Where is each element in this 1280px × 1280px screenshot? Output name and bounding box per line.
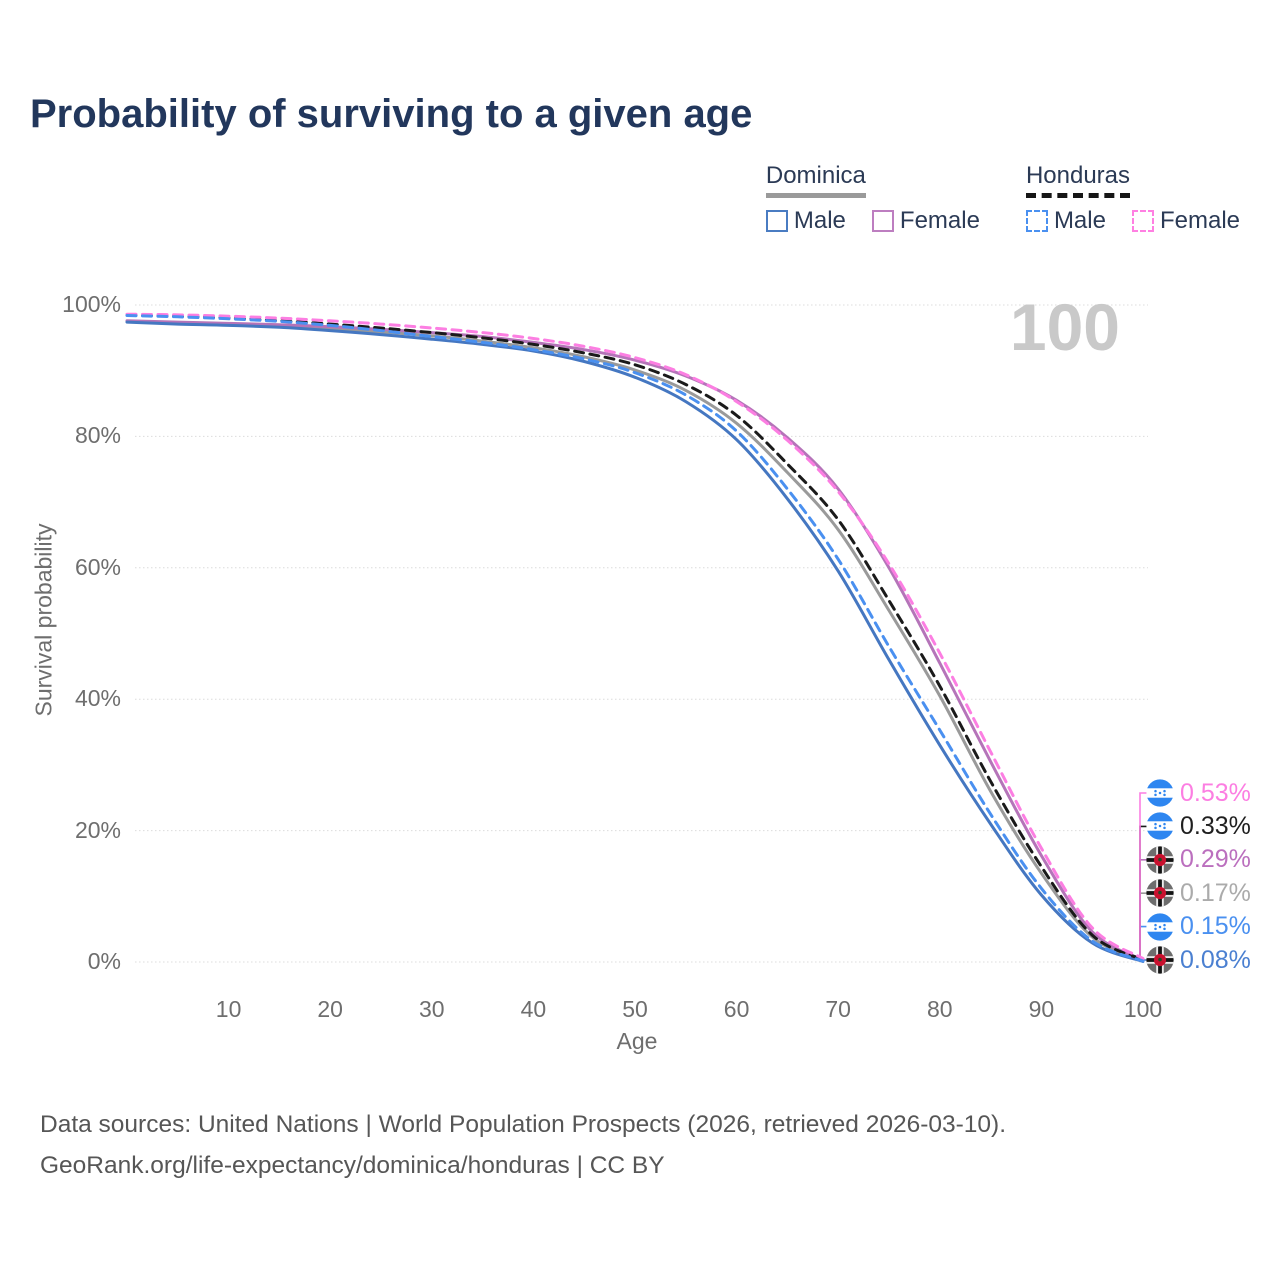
honduras-male-swatch-icon bbox=[1025, 210, 1048, 232]
legend-item-honduras-female[interactable]: Female bbox=[1131, 207, 1240, 235]
end-label-honduras-male[interactable]: 0.15% bbox=[1146, 912, 1251, 942]
x-axis-title: Age bbox=[616, 1028, 658, 1054]
dominica-flag-icon bbox=[1146, 846, 1174, 874]
x-tick-label: 70 bbox=[825, 996, 851, 1022]
honduras-flag-icon bbox=[1146, 812, 1174, 840]
honduras-flag-icon bbox=[1146, 779, 1174, 807]
end-label-value: 0.08% bbox=[1180, 945, 1251, 974]
y-tick-label: 0% bbox=[87, 948, 121, 974]
legend-group-dominica: Dominica Male Female bbox=[765, 162, 980, 235]
end-label-connector bbox=[1139, 792, 1147, 956]
x-tick-label: 60 bbox=[723, 996, 750, 1022]
honduras-female-swatch-icon bbox=[1131, 210, 1154, 232]
x-tick-label: 40 bbox=[520, 996, 547, 1022]
end-label-honduras-total[interactable]: 0.33% bbox=[1146, 811, 1251, 841]
legend-item-honduras-male[interactable]: Male bbox=[1025, 207, 1106, 235]
legend-item-dominica-male[interactable]: Male bbox=[765, 207, 846, 235]
legend-item-label: Male bbox=[1053, 207, 1106, 234]
dominica-flag-icon bbox=[1146, 946, 1174, 974]
attribution-note: GeoRank.org/life-expectancy/dominica/hon… bbox=[40, 1152, 665, 1179]
end-label-dominica-total[interactable]: 0.17% bbox=[1146, 878, 1251, 908]
end-label-value: 0.33% bbox=[1180, 811, 1251, 840]
x-tick-label: 20 bbox=[317, 996, 343, 1022]
series-line-dominica-total[interactable] bbox=[125, 319, 1145, 963]
legend-item-label: Female bbox=[899, 207, 980, 234]
end-label-dominica-male[interactable]: 0.08% bbox=[1146, 945, 1251, 975]
x-tick-label: 10 bbox=[215, 996, 242, 1022]
y-tick-label: 100% bbox=[62, 291, 121, 317]
dominica-male-swatch-icon bbox=[765, 210, 788, 232]
x-tick-label: 80 bbox=[927, 996, 953, 1022]
y-tick-label: 60% bbox=[74, 553, 121, 580]
dominica-flag-icon bbox=[1146, 879, 1174, 907]
x-tick-label: 90 bbox=[1028, 996, 1055, 1022]
y-tick-label: 40% bbox=[74, 685, 121, 712]
age-watermark: 100 bbox=[1009, 290, 1120, 364]
legend-item-label: Female bbox=[1159, 207, 1240, 234]
end-label-value: 0.15% bbox=[1180, 912, 1251, 941]
series-line-dominica-male[interactable] bbox=[125, 320, 1145, 963]
x-tick-label: 50 bbox=[622, 996, 648, 1022]
legend-item-label: Male bbox=[793, 207, 846, 234]
series-line-dominica-female[interactable] bbox=[125, 319, 1145, 962]
end-label-value: 0.29% bbox=[1180, 845, 1251, 874]
series-line-honduras-total[interactable] bbox=[125, 313, 1145, 962]
end-label-value: 0.53% bbox=[1180, 778, 1251, 807]
y-tick-label: 20% bbox=[74, 816, 121, 843]
legend-country-dominica[interactable]: Dominica bbox=[765, 162, 866, 198]
series-line-honduras-female[interactable] bbox=[125, 312, 1145, 960]
y-tick-label: 80% bbox=[74, 422, 121, 449]
legend-item-dominica-female[interactable]: Female bbox=[871, 207, 980, 235]
legend-country-honduras[interactable]: Honduras bbox=[1025, 162, 1130, 198]
legend: Dominica Male Female Honduras Male bbox=[765, 162, 1240, 235]
end-label-honduras-female[interactable]: 0.53% bbox=[1146, 778, 1251, 808]
footer: Data sources: United Nations | World Pop… bbox=[40, 1104, 1006, 1186]
series-line-honduras-male[interactable] bbox=[125, 314, 1145, 963]
page-title: Probability of surviving to a given age bbox=[30, 92, 753, 136]
x-tick-label: 100 bbox=[1123, 996, 1163, 1022]
x-tick-label: 30 bbox=[419, 996, 445, 1022]
end-label-value: 0.17% bbox=[1180, 878, 1251, 907]
dominica-female-swatch-icon bbox=[871, 210, 894, 232]
data-sources-note: Data sources: United Nations | World Pop… bbox=[40, 1111, 1007, 1138]
honduras-flag-icon bbox=[1146, 912, 1174, 941]
legend-group-honduras: Honduras Male Female bbox=[1025, 162, 1240, 235]
end-label-dominica-female[interactable]: 0.29% bbox=[1146, 845, 1251, 875]
